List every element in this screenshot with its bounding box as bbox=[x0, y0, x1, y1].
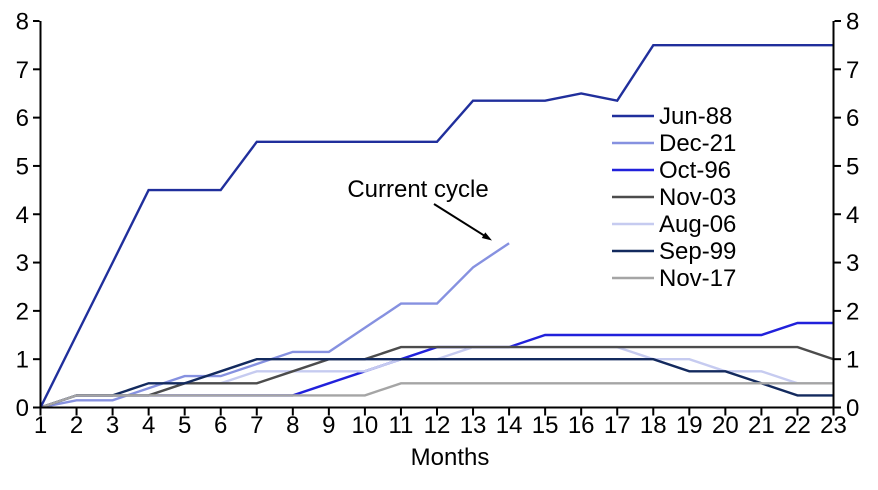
y-tick-label-right: 7 bbox=[846, 57, 859, 84]
y-tick-label-right: 0 bbox=[846, 395, 859, 422]
annotation-arrow bbox=[433, 203, 492, 241]
series-line-Dec-21 bbox=[40, 242, 510, 409]
annotation-arrow-line bbox=[433, 203, 485, 237]
y-tick-label-left: 1 bbox=[16, 347, 29, 374]
legend-label-Aug-06: Aug-06 bbox=[659, 211, 736, 238]
legend-item-Dec-21: Dec-21 bbox=[612, 130, 736, 157]
x-tick-label: 6 bbox=[214, 412, 227, 439]
x-tick-label: 12 bbox=[424, 412, 451, 439]
annotation-current-cycle-label: Current cycle bbox=[347, 176, 488, 203]
y-tick-label-right: 1 bbox=[846, 347, 859, 374]
x-tick-label: 3 bbox=[106, 412, 119, 439]
y-tick-label-right: 4 bbox=[846, 202, 859, 229]
legend-label-Nov-03: Nov-03 bbox=[659, 184, 736, 211]
x-tick-label: 2 bbox=[70, 412, 83, 439]
x-tick-label: 15 bbox=[532, 412, 559, 439]
series-layer bbox=[39, 44, 834, 409]
x-tick-label: 14 bbox=[496, 412, 523, 439]
series-line-Jun-88 bbox=[39, 44, 834, 409]
x-tick-label: 1 bbox=[34, 412, 47, 439]
series-line-Nov-03 bbox=[40, 345, 834, 409]
y-tick-label-left: 2 bbox=[16, 298, 29, 325]
y-tick-label-right: 6 bbox=[846, 105, 859, 132]
legend: Jun-88Dec-21Oct-96Nov-03Aug-06Sep-99Nov-… bbox=[612, 103, 736, 292]
x-tick-label: 4 bbox=[142, 412, 155, 439]
x-tick-label: 10 bbox=[352, 412, 379, 439]
legend-item-Nov-17: Nov-17 bbox=[612, 265, 736, 292]
legend-label-Jun-88: Jun-88 bbox=[659, 103, 732, 130]
x-tick-label: 23 bbox=[820, 412, 847, 439]
x-tick-label: 16 bbox=[568, 412, 595, 439]
series-line-Aug-06 bbox=[40, 345, 834, 409]
x-tick-label: 7 bbox=[250, 412, 263, 439]
legend-label-Sep-99: Sep-99 bbox=[659, 238, 736, 265]
legend-label-Nov-17: Nov-17 bbox=[659, 265, 736, 292]
legend-item-Jun-88: Jun-88 bbox=[612, 103, 732, 130]
x-tick-label: 21 bbox=[748, 412, 775, 439]
y-tick-label-right: 3 bbox=[846, 250, 859, 277]
legend-label-Oct-96: Oct-96 bbox=[659, 157, 731, 184]
y-tick-label-left: 8 bbox=[16, 9, 29, 36]
legend-item-Oct-96: Oct-96 bbox=[612, 157, 731, 184]
legend-label-Dec-21: Dec-21 bbox=[659, 130, 736, 157]
x-axis-title: Months bbox=[411, 444, 490, 471]
y-tick-label-left: 6 bbox=[16, 105, 29, 132]
y-tick-label-left: 7 bbox=[16, 57, 29, 84]
x-tick-label: 11 bbox=[388, 412, 413, 439]
x-tick-label: 17 bbox=[604, 412, 631, 439]
x-tick-label: 9 bbox=[322, 412, 335, 439]
legend-item-Sep-99: Sep-99 bbox=[612, 238, 736, 265]
series-line-Nov-17 bbox=[40, 382, 834, 409]
x-tick-label: 13 bbox=[460, 412, 487, 439]
y-tick-label-left: 5 bbox=[16, 153, 29, 180]
x-tick-label: 18 bbox=[640, 412, 667, 439]
y-tick-label-left: 0 bbox=[16, 395, 29, 422]
legend-item-Aug-06: Aug-06 bbox=[612, 211, 736, 238]
y-tick-label-left: 3 bbox=[16, 250, 29, 277]
y-tick-label-right: 5 bbox=[846, 153, 859, 180]
annotation-arrow-head bbox=[481, 232, 492, 241]
y-tick-label-right: 8 bbox=[846, 9, 859, 36]
y-tick-label-right: 2 bbox=[846, 298, 859, 325]
x-tick-label: 20 bbox=[712, 412, 739, 439]
x-tick-label: 19 bbox=[676, 412, 703, 439]
legend-item-Nov-03: Nov-03 bbox=[612, 184, 736, 211]
y-tick-label-left: 4 bbox=[16, 202, 29, 229]
series-line-Sep-99 bbox=[40, 358, 834, 409]
x-tick-label: 8 bbox=[286, 412, 299, 439]
x-tick-label: 5 bbox=[178, 412, 191, 439]
x-tick-label: 22 bbox=[784, 412, 811, 439]
